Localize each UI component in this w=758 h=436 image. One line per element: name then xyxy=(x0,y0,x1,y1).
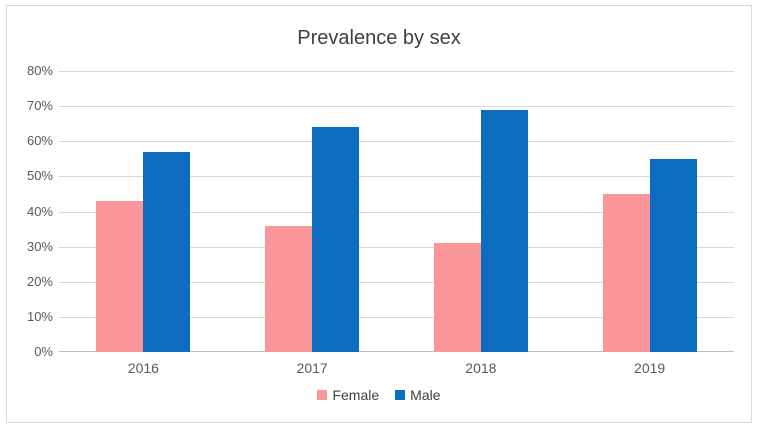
y-axis: 0% 10% 20% 30% 40% 50% 60% 70% 80% xyxy=(7,63,53,359)
gridline xyxy=(59,71,734,72)
legend-marker-male xyxy=(395,390,406,400)
legend-label: Male xyxy=(410,387,441,403)
y-axis-tick-label: 10% xyxy=(26,308,53,324)
y-axis-tick-label: 50% xyxy=(26,168,53,184)
gridline xyxy=(59,281,734,283)
x-axis-label-2017: 2017 xyxy=(296,360,328,376)
x-axis-label-2018: 2018 xyxy=(465,360,497,376)
bar-male-2017 xyxy=(312,127,360,352)
legend-item-female: Female xyxy=(317,387,379,403)
gridline xyxy=(59,316,734,318)
x-axis-label-2019: 2019 xyxy=(634,360,666,376)
legend-item-male: Male xyxy=(395,387,441,403)
gridline xyxy=(59,106,734,108)
bar-group-2017 xyxy=(228,71,397,352)
y-axis-tick-label: 30% xyxy=(26,238,53,254)
gridline xyxy=(59,176,734,178)
legend-marker-female xyxy=(317,390,328,400)
bar-female-2017 xyxy=(265,225,313,352)
bar-female-2016 xyxy=(96,200,144,352)
x-axis: 2016 2017 2018 2019 xyxy=(59,360,734,376)
bar-group-2019 xyxy=(565,71,734,352)
y-axis-tick-label: 20% xyxy=(26,273,53,289)
bar-male-2018 xyxy=(480,109,528,352)
y-axis-tick-label: 80% xyxy=(26,63,53,78)
y-axis-tick-label: 70% xyxy=(26,98,53,114)
gridline xyxy=(59,141,734,143)
gridline xyxy=(59,211,734,213)
x-axis-line xyxy=(59,351,734,352)
legend-label: Female xyxy=(332,387,380,403)
chart-frame: Prevalence by sex 0% 10% 20% 30% 40% 50% 60% 70… xyxy=(6,5,752,423)
x-axis-label-2016: 2016 xyxy=(127,360,159,376)
y-axis-tick-label: 60% xyxy=(26,133,53,149)
bar-female-2018 xyxy=(433,243,481,352)
gridline xyxy=(59,246,734,248)
bar-male-2016 xyxy=(143,151,191,352)
bar-group-2016 xyxy=(59,71,228,352)
plot-area xyxy=(59,71,734,352)
y-axis-tick-label: 40% xyxy=(26,203,53,219)
chart-title: Prevalence by sex xyxy=(297,27,461,49)
legend: Female Male xyxy=(7,387,751,403)
bar-group-2018 xyxy=(397,71,566,352)
bar-female-2019 xyxy=(602,193,650,352)
y-axis-tick-label: 0% xyxy=(34,344,53,359)
bar-male-2019 xyxy=(649,158,697,352)
